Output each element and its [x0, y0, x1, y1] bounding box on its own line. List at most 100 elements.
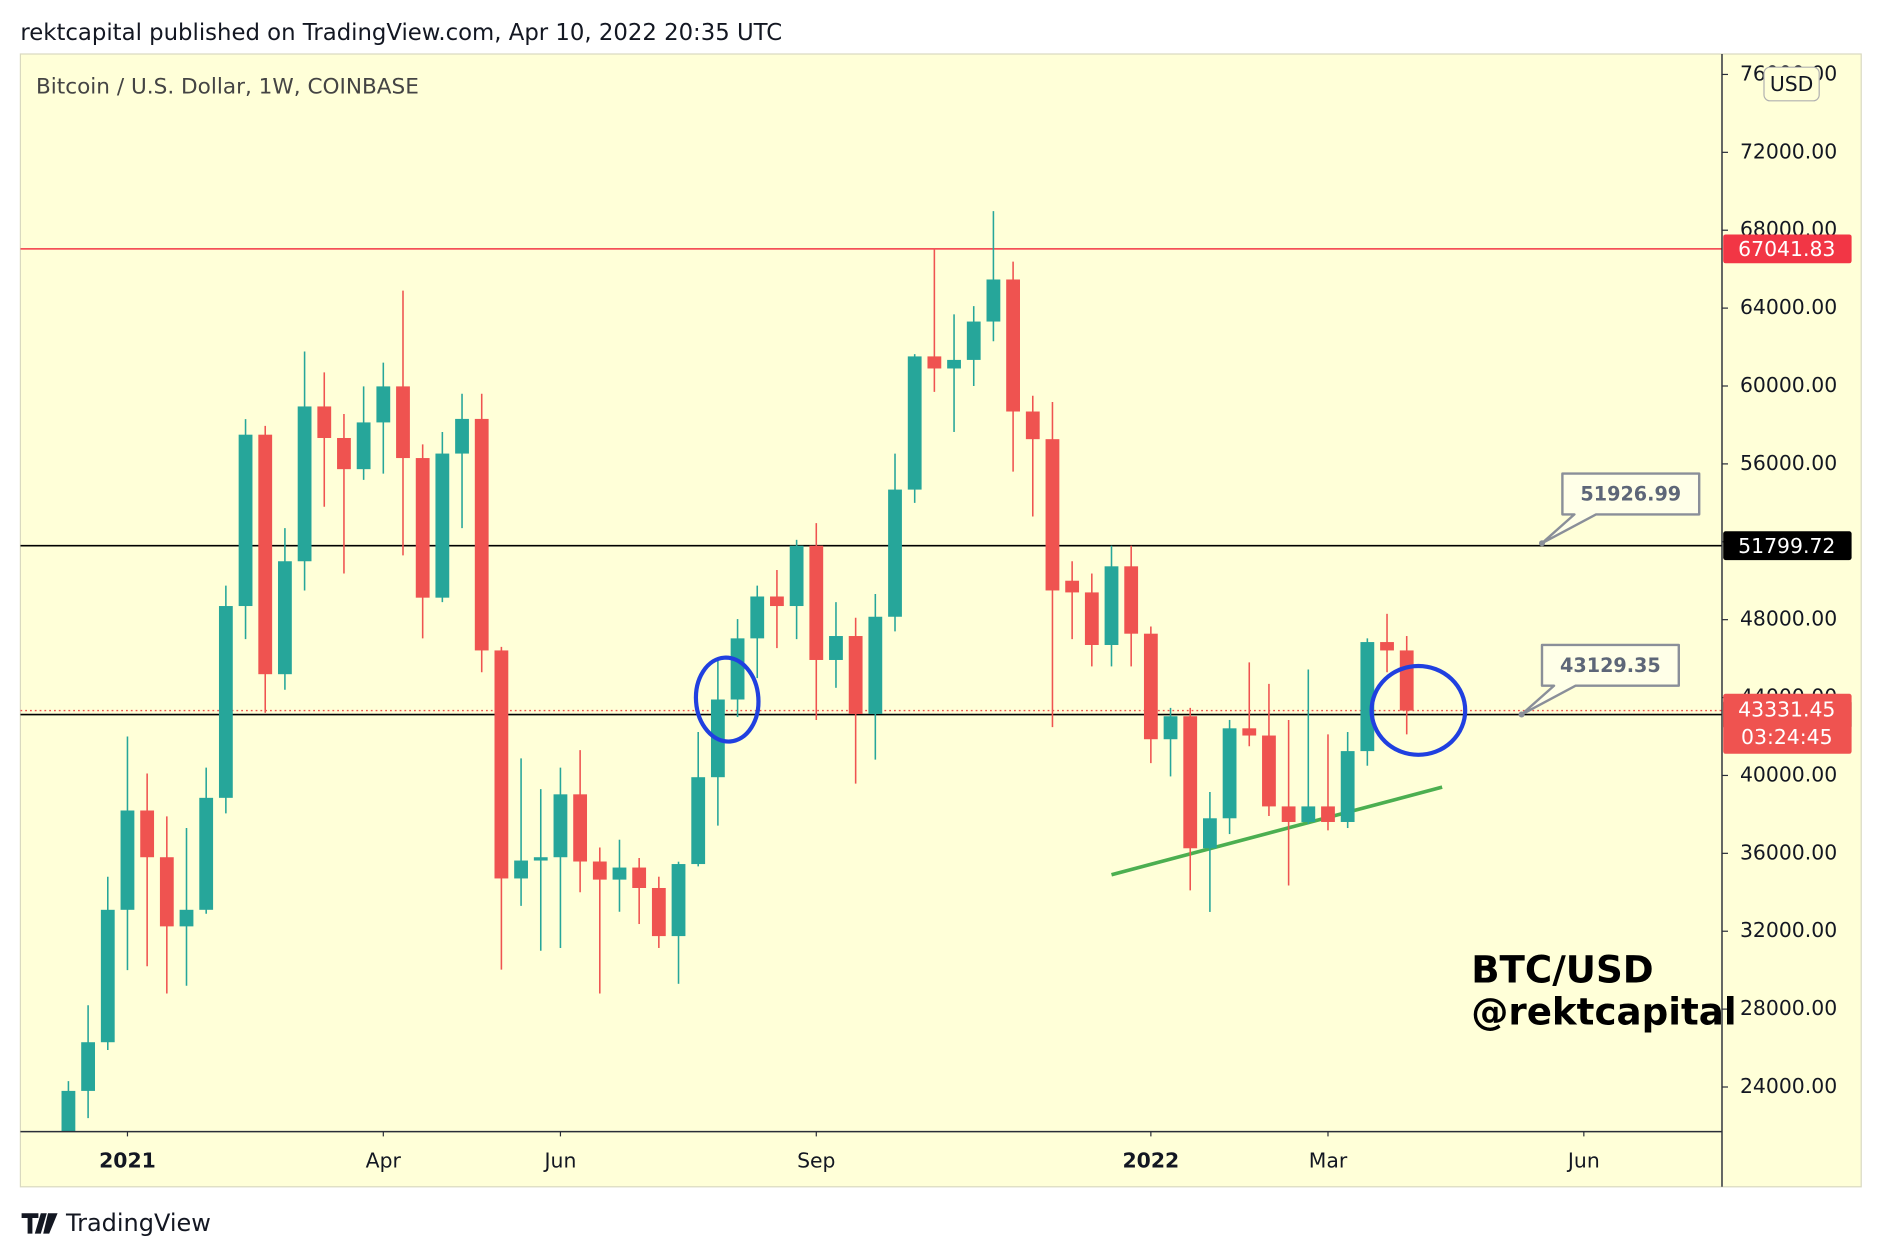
candle-body — [1340, 751, 1355, 822]
candle-body — [750, 596, 765, 639]
candle-body — [1281, 806, 1296, 822]
candle-body — [1301, 806, 1316, 822]
level-price-tag-box — [1723, 531, 1852, 561]
candle-body — [1163, 716, 1178, 740]
candle-body — [1006, 279, 1020, 412]
candle-body — [120, 810, 135, 910]
candle-body — [1084, 592, 1099, 645]
candle-body — [396, 386, 410, 459]
candle-body — [356, 422, 371, 470]
x-tick-label: Sep — [797, 1149, 835, 1173]
y-tick-label: 72000.00 — [1740, 139, 1837, 163]
candle-body — [1321, 806, 1335, 822]
callout-anchor — [1538, 540, 1545, 547]
candle-body — [809, 545, 824, 660]
candle-body — [514, 860, 528, 879]
footer-text: TradingView — [65, 1209, 211, 1237]
candle-body — [789, 545, 804, 607]
candle-body — [770, 596, 784, 607]
candle-body — [1183, 716, 1198, 849]
candle-body — [907, 356, 922, 490]
candle-body — [947, 359, 961, 369]
candle-body — [691, 777, 706, 865]
candle-body — [1124, 566, 1139, 634]
x-tick-label: Mar — [1309, 1149, 1348, 1173]
candle-body — [1360, 642, 1375, 752]
y-tick-label: 28000.00 — [1740, 996, 1837, 1020]
candle-body — [435, 453, 450, 598]
candle-body — [927, 356, 942, 369]
candle-body — [337, 437, 351, 470]
level-price-tag: 67041.83 — [1738, 237, 1835, 261]
candle-body — [1025, 411, 1040, 440]
y-tick-label: 48000.00 — [1740, 607, 1837, 631]
callout-label: 43129.35 — [1560, 654, 1661, 677]
last-price-box — [1723, 693, 1852, 754]
candle-body — [651, 887, 666, 937]
candle-body — [61, 1090, 76, 1132]
candle-body — [671, 864, 686, 937]
candle-body — [868, 616, 883, 714]
candle-body — [1262, 735, 1276, 807]
candle-body — [179, 909, 194, 927]
y-tick-label: 32000.00 — [1740, 918, 1837, 942]
candle-body — [966, 321, 981, 360]
callout-anchor — [1518, 711, 1525, 718]
candle-body — [100, 909, 115, 1043]
candle-body — [533, 857, 548, 861]
candle-body — [455, 418, 469, 454]
candle-body — [1222, 728, 1237, 819]
candle-body — [494, 650, 509, 879]
candle-body — [829, 636, 843, 660]
candle-body — [888, 489, 902, 617]
currency-label: USD — [1770, 72, 1814, 96]
footer-logo: TradingView — [21, 1209, 211, 1237]
candle-body — [81, 1042, 96, 1091]
chart-background — [19, 53, 1862, 1188]
callout-label: 51926.99 — [1580, 483, 1681, 506]
candle-body — [1104, 566, 1119, 645]
logo-icon — [21, 1213, 58, 1234]
y-tick-label: 60000.00 — [1740, 373, 1837, 397]
level-price-tag: 51799.72 — [1738, 534, 1835, 558]
candle-body — [140, 810, 155, 858]
candle-body — [218, 606, 233, 798]
candle-body — [474, 418, 489, 651]
candle-body — [278, 561, 292, 675]
y-tick-label: 40000.00 — [1740, 762, 1837, 786]
candle-body — [612, 867, 627, 880]
candle-body — [1045, 439, 1060, 591]
y-tick-label: 56000.00 — [1740, 451, 1837, 475]
candle-body — [258, 434, 273, 675]
chart-title: Bitcoin / U.S. Dollar, 1W, COINBASE — [36, 75, 419, 100]
candle-body — [592, 861, 607, 880]
candle-body — [730, 638, 745, 700]
x-tick-label: Jun — [543, 1149, 577, 1173]
callout-box — [1540, 472, 1701, 545]
candle-body — [553, 794, 568, 858]
candle-body — [376, 386, 391, 423]
y-tick-label: 64000.00 — [1740, 295, 1837, 319]
candle-body — [317, 406, 332, 438]
candle-body — [199, 797, 214, 910]
highlight-circle — [1369, 663, 1468, 757]
axes: 24000.00 28000.00 32000.00 36000.00 40000.00… — [99, 61, 1837, 1172]
candle-body — [415, 458, 430, 598]
countdown-label: 03:24:45 — [1741, 725, 1833, 749]
candle-body — [1203, 818, 1217, 849]
callout-box — [1520, 643, 1680, 716]
x-tick-label: Jun — [1566, 1149, 1600, 1173]
candle-body — [1065, 580, 1080, 593]
watermark-line: BTC/USD — [1471, 947, 1653, 991]
y-tick-label: 36000.00 — [1740, 840, 1837, 864]
last-price-label: 43331.45 — [1738, 698, 1835, 722]
highlight-circle — [693, 655, 761, 744]
watermark-line: @rektcapital — [1471, 989, 1736, 1033]
candle-body — [848, 636, 863, 714]
candle-body — [1399, 650, 1414, 711]
x-tick-label: 2022 — [1123, 1149, 1180, 1173]
header-text: rektcapital published on TradingView.com… — [20, 20, 782, 46]
x-tick-label: 2021 — [99, 1149, 156, 1173]
candle-body — [297, 406, 312, 562]
